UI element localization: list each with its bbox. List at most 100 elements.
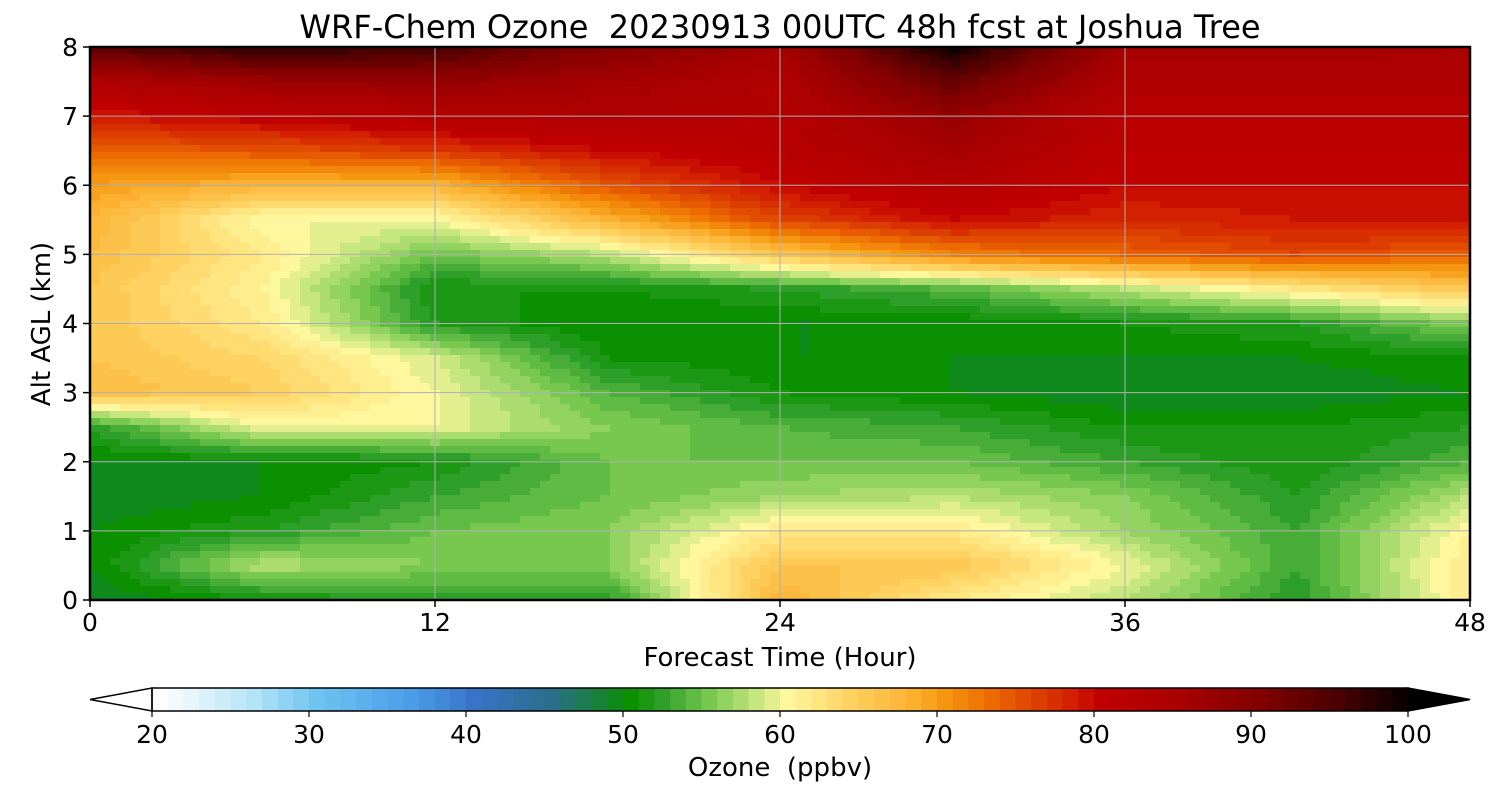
heatmap-cell [800,292,811,300]
heatmap-cell [1260,250,1271,258]
heatmap-cell [1250,54,1261,62]
heatmap-cell [1200,264,1211,272]
heatmap-cell [590,250,601,258]
heatmap-cell [510,264,521,272]
heatmap-cell [1010,124,1021,132]
heatmap-cell [1270,285,1281,293]
heatmap-cell [200,103,211,111]
heatmap-cell [1240,152,1251,160]
heatmap-cell [1050,68,1061,76]
heatmap-cell [160,131,171,139]
heatmap-cell [550,264,561,272]
heatmap-cell [120,145,131,153]
heatmap-cell [1130,264,1141,272]
heatmap-cell [350,285,361,293]
heatmap-cell [1210,187,1221,195]
heatmap-cell [550,61,561,69]
heatmap-cell [850,180,861,188]
heatmap-cell [1210,173,1221,181]
heatmap-cell [180,194,191,202]
heatmap-cell [1460,166,1471,174]
heatmap-cell [240,166,251,174]
heatmap-cell [1160,271,1171,279]
heatmap-cell [420,110,431,118]
heatmap-cell [1020,215,1031,223]
heatmap-cell [250,250,261,258]
heatmap-cell [1320,103,1331,111]
heatmap-cell [210,75,221,83]
heatmap-cell [720,96,731,104]
heatmap-cell [490,47,501,55]
heatmap-cell [470,194,481,202]
heatmap-cell [590,124,601,132]
heatmap-cell [470,82,481,90]
heatmap-cell [1300,61,1311,69]
heatmap-cell [1100,61,1111,69]
heatmap-cell [1140,250,1151,258]
heatmap-cell [580,278,591,286]
heatmap-cell [1380,187,1391,195]
heatmap-cell [200,117,211,125]
heatmap-cell [1300,194,1311,202]
heatmap-cell [1020,180,1031,188]
heatmap-cell [850,82,861,90]
heatmap-cell [580,68,591,76]
heatmap-cell [410,54,421,62]
heatmap-cell [200,166,211,174]
heatmap-cell [290,187,301,195]
heatmap-cell [1420,208,1431,216]
heatmap-cell [500,103,511,111]
heatmap-cell [1240,180,1251,188]
heatmap-cell [1280,82,1291,90]
heatmap-cell [400,201,411,209]
heatmap-cell [1300,250,1311,258]
heatmap-cell [150,292,161,300]
heatmap-cell [350,208,361,216]
heatmap-cell [1160,173,1171,181]
heatmap-cell [1450,47,1461,55]
heatmap-cell [1200,250,1211,258]
heatmap-cell [610,257,621,265]
heatmap-cell [540,278,551,286]
heatmap-cell [660,201,671,209]
heatmap-cell [930,117,941,125]
heatmap-cell [810,61,821,69]
heatmap-cell [720,103,731,111]
heatmap-cell [830,138,841,146]
heatmap-cell [310,292,321,300]
heatmap-cell [820,117,831,125]
heatmap-cell [930,124,941,132]
heatmap-cell [1130,47,1141,55]
heatmap-cell [1110,61,1121,69]
heatmap-cell [690,229,701,237]
heatmap-cell [780,201,791,209]
heatmap-cell [270,285,281,293]
heatmap-cell [160,61,171,69]
heatmap-cell [1110,187,1121,195]
heatmap-cell [780,96,791,104]
heatmap-cell [1000,124,1011,132]
heatmap-cell [260,222,271,230]
heatmap-cell [1050,96,1061,104]
heatmap-cell [1220,187,1231,195]
heatmap-cell [620,285,631,293]
heatmap-cell [1130,208,1141,216]
heatmap-cell [580,96,591,104]
heatmap-cell [990,82,1001,90]
heatmap-cell [770,138,781,146]
heatmap-cell [580,131,591,139]
heatmap-cell [1040,103,1051,111]
heatmap-cell [1050,131,1061,139]
heatmap-cell [110,201,121,209]
heatmap-cell [1320,89,1331,97]
heatmap-cell [260,271,271,279]
heatmap-cell [850,243,861,251]
heatmap-cell [1200,243,1211,251]
heatmap-cell [1380,201,1391,209]
heatmap-cell [780,187,791,195]
heatmap-cell [460,75,471,83]
heatmap-cell [450,257,461,265]
heatmap-cell [1240,110,1251,118]
heatmap-cell [1210,61,1221,69]
heatmap-cell [100,257,111,265]
